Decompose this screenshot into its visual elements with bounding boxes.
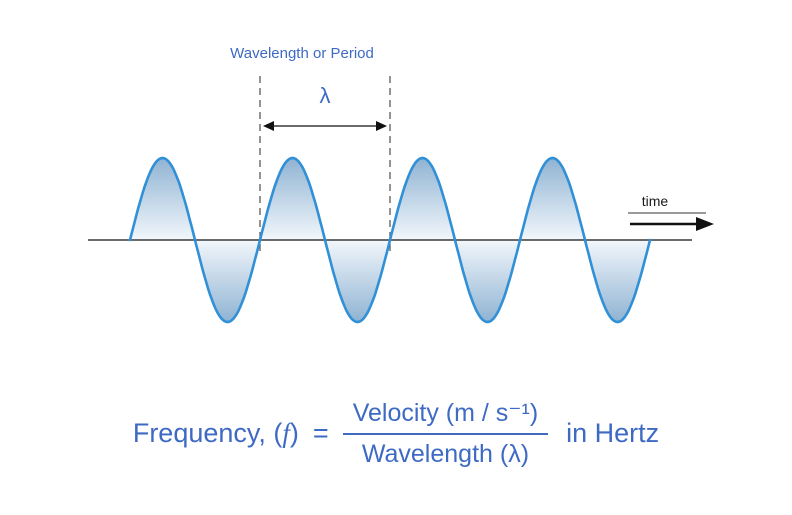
wave-stroke — [128, 156, 652, 324]
wave-plot: Wavelength or Period λ time — [88, 45, 714, 324]
frequency-formula: Frequency, (f) = Velocity (m / s⁻¹) Wave… — [0, 398, 792, 469]
f-symbol: f — [282, 418, 290, 448]
close-paren: ) — [289, 418, 299, 448]
lambda-symbol: λ — [320, 83, 331, 108]
fraction: Velocity (m / s⁻¹) Wavelength (λ) — [342, 398, 549, 469]
frequency-label: Frequency, (f) — [133, 418, 299, 449]
equals-sign: = — [312, 418, 329, 448]
fraction-numerator: Velocity (m / s⁻¹) — [342, 398, 549, 435]
wavelength-period-label: Wavelength or Period — [230, 45, 374, 62]
wavelength-arrow-right-head — [376, 121, 387, 131]
time-label: time — [642, 193, 669, 209]
time-arrow-head — [696, 217, 714, 231]
in-hertz-label: in Hertz — [566, 418, 660, 448]
fraction-denominator: Wavelength (λ) — [361, 440, 530, 468]
open-paren: ( — [273, 418, 283, 448]
frequency-word: Frequency, — [132, 418, 266, 448]
wavelength-arrow-left-head — [263, 121, 274, 131]
